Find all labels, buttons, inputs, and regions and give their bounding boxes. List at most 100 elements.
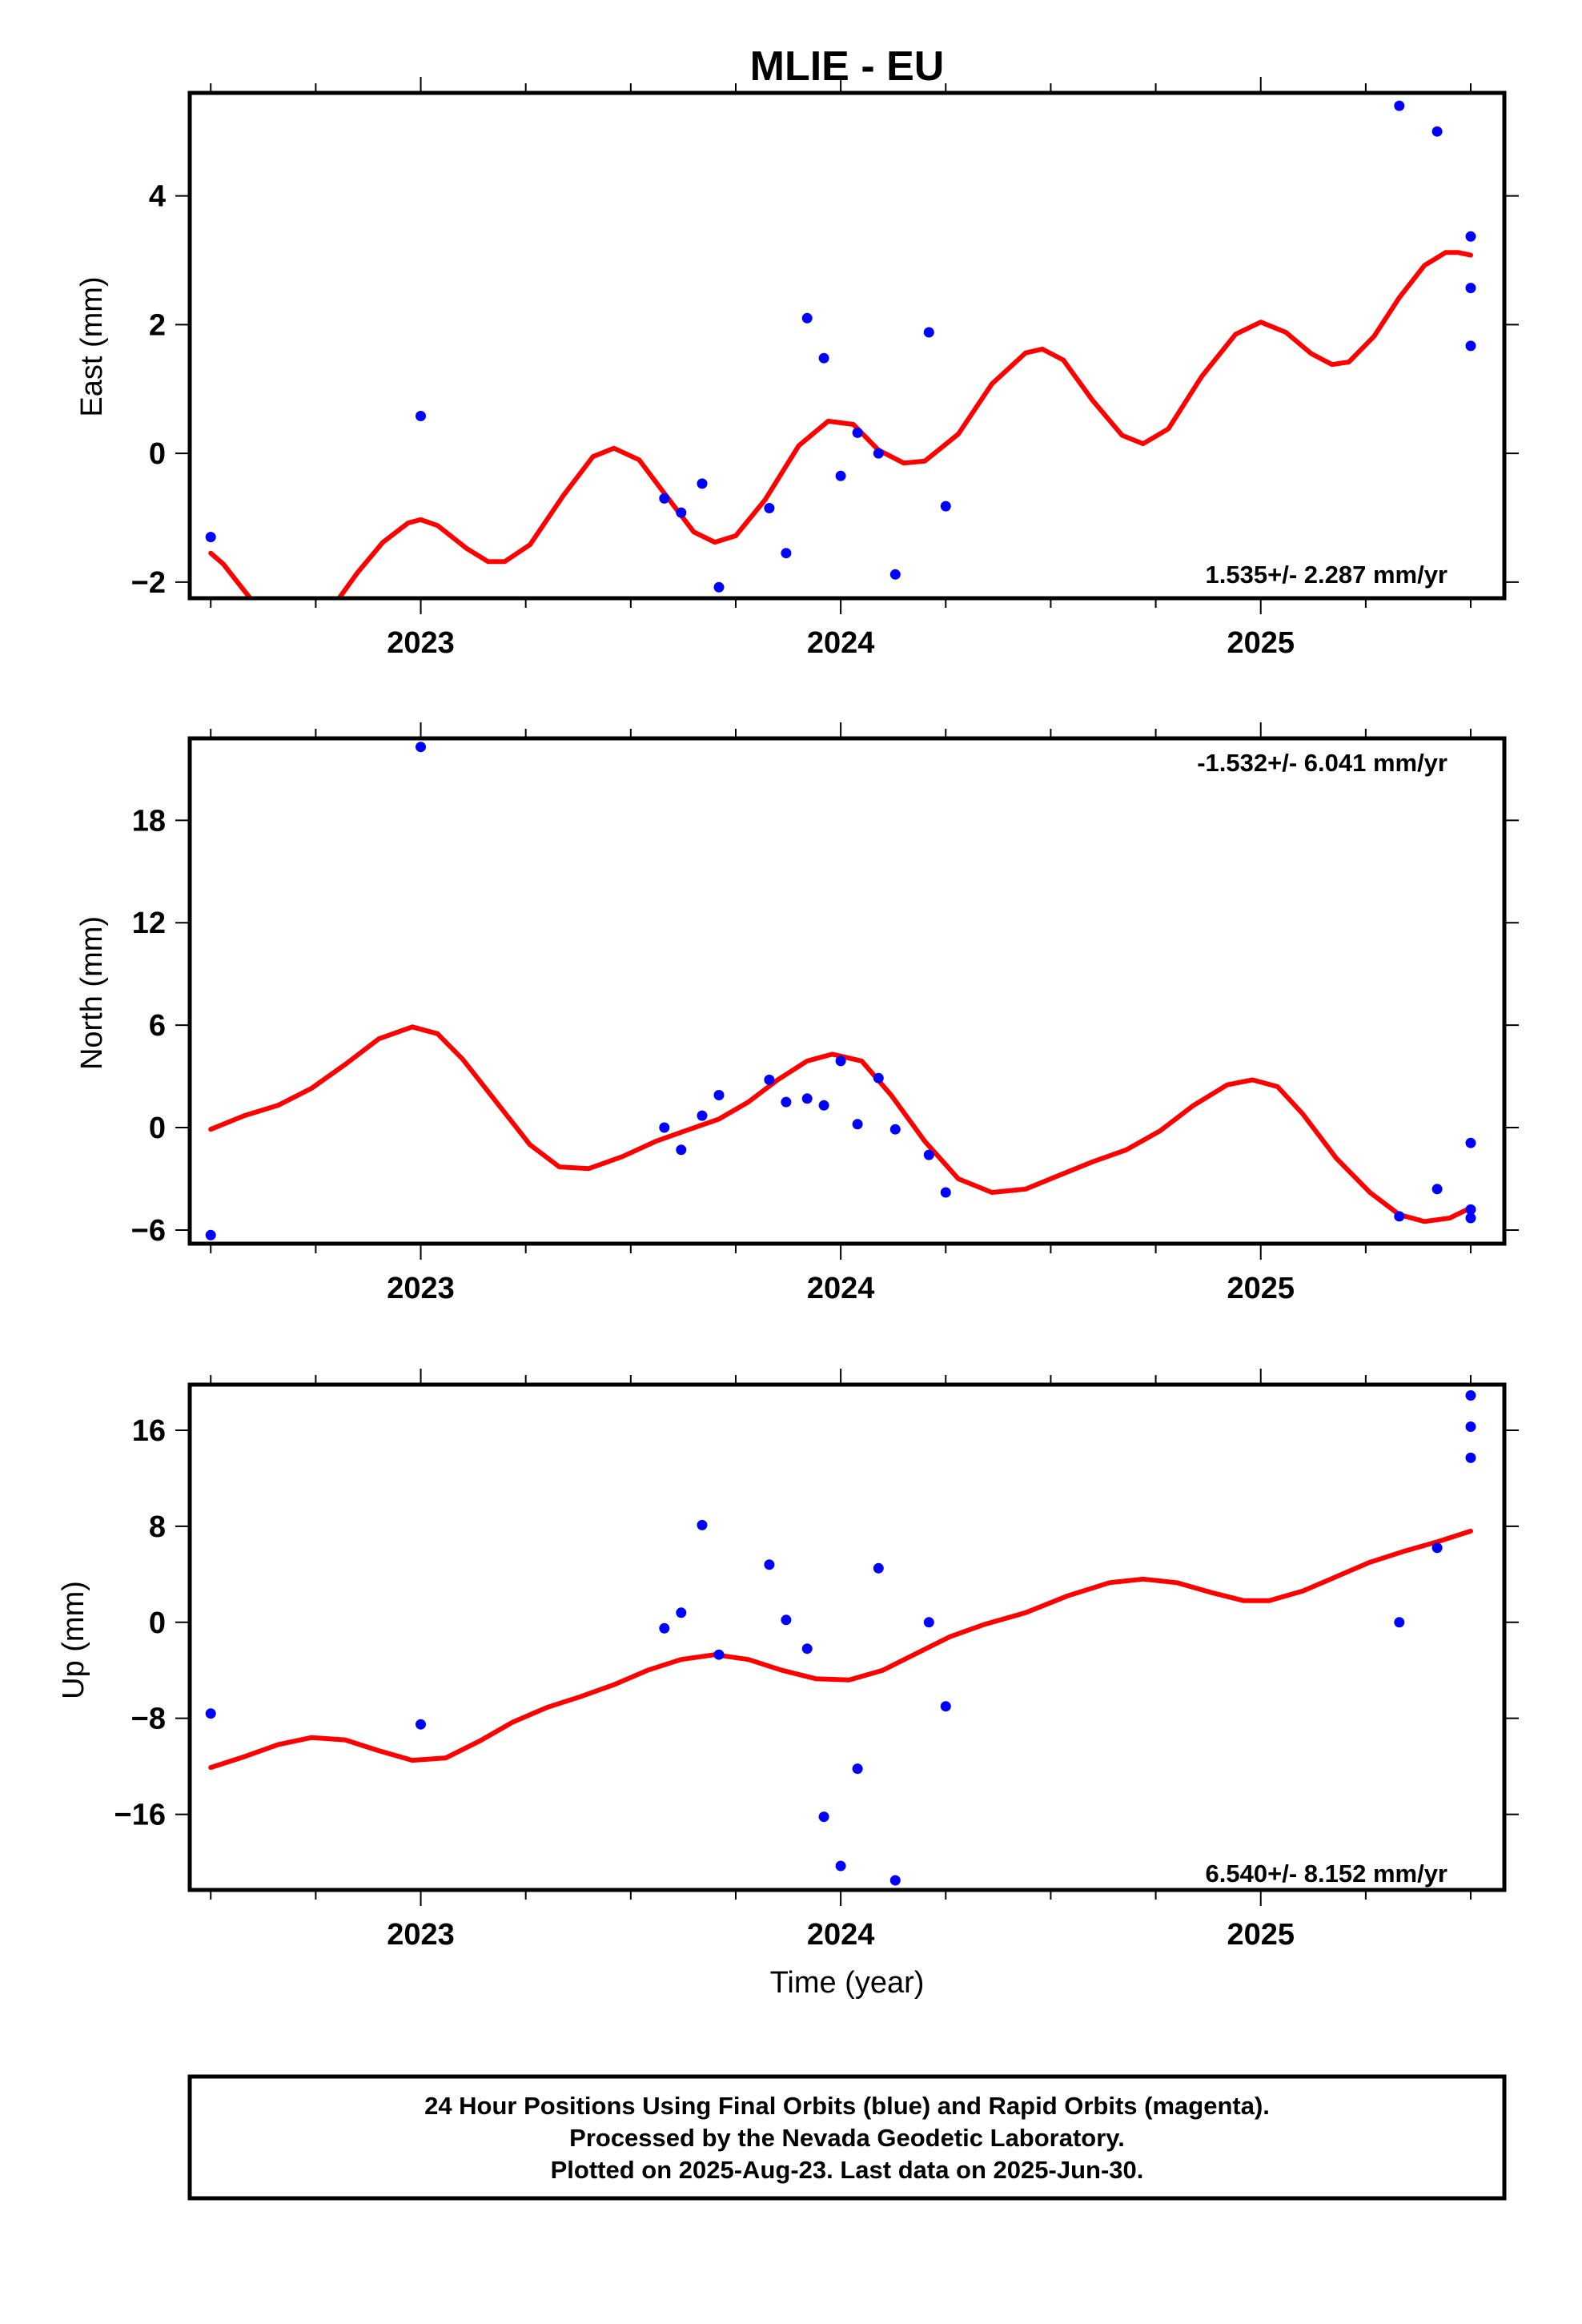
north-rate-label: -1.532+/- 6.041 mm/yr <box>1197 749 1447 777</box>
north-data-point <box>1465 1204 1476 1215</box>
east-panel: East (mm) 1.535+/- 2.287 mm/yr 2023 2024 2… <box>75 77 1519 660</box>
north-data-point <box>801 1093 813 1104</box>
north-data-point <box>659 1122 670 1133</box>
up-data-point <box>416 1719 426 1730</box>
east-data-point <box>781 548 792 559</box>
north-data-point <box>818 1100 829 1111</box>
footer-box: 24 Hour Positions Using Final Orbits (bl… <box>187 2074 1507 2201</box>
up-data-point <box>923 1617 934 1628</box>
up-data-point <box>764 1559 775 1570</box>
east-y-tick-label: 2 <box>149 308 166 342</box>
north-y-tick-label: 12 <box>132 907 166 940</box>
north-data-point <box>889 1124 901 1135</box>
up-plot-frame <box>187 1382 1507 1892</box>
up-data-point <box>818 1811 829 1823</box>
up-data-point <box>835 1860 846 1872</box>
up-data-point <box>852 1763 863 1775</box>
north-y-axis-label: North (mm) <box>75 916 109 1070</box>
north-y-tick-label: 18 <box>132 804 166 838</box>
north-data-point <box>764 1074 775 1085</box>
north-plot-frame <box>187 736 1507 1246</box>
east-y-tick-label: 0 <box>149 437 166 471</box>
up-data-point <box>697 1519 708 1530</box>
east-data-point <box>940 501 951 512</box>
up-data-point <box>676 1607 687 1618</box>
east-data-point <box>713 581 725 593</box>
north-data-point <box>852 1119 863 1130</box>
east-data-point <box>1431 126 1443 137</box>
north-data-point <box>940 1187 951 1198</box>
east-data-point <box>205 532 216 543</box>
north-data-point <box>923 1149 934 1160</box>
up-data-point <box>1465 1390 1476 1401</box>
north-data-point <box>676 1144 687 1156</box>
east-data-point <box>835 470 846 481</box>
north-y-tick-label: −6 <box>131 1214 166 1248</box>
up-data-point <box>1465 1421 1476 1432</box>
up-x-tick-label: 2025 <box>1227 1918 1295 1952</box>
up-y-tick-label: −16 <box>114 1799 166 1832</box>
up-x-tick-label: 2024 <box>807 1918 875 1952</box>
up-y-tick-label: −8 <box>131 1703 166 1736</box>
east-data-point <box>1465 283 1476 294</box>
east-data-point <box>1465 340 1476 352</box>
footer-line-2: Processed by the Nevada Geodetic Laborat… <box>569 2124 1125 2152</box>
up-data-point <box>873 1562 884 1574</box>
up-rate-label: 6.540+/- 8.152 mm/yr <box>1206 1860 1447 1888</box>
east-data-point <box>852 427 863 438</box>
north-data-point <box>1465 1212 1476 1224</box>
east-data-point <box>764 503 775 513</box>
north-data-point <box>205 1229 216 1240</box>
north-data-point <box>1394 1211 1405 1222</box>
north-data-point <box>1431 1184 1443 1195</box>
up-data-point <box>781 1614 792 1626</box>
up-y-axis-label: Up (mm) <box>57 1581 90 1699</box>
east-y-tick-label: 4 <box>149 180 166 214</box>
up-panel: Up (mm) 6.540+/- 8.152 mm/yr 2023 2024 202… <box>57 1369 1519 1952</box>
north-data-point <box>697 1110 708 1121</box>
east-data-point <box>818 352 829 364</box>
north-fit-line <box>208 1024 1473 1224</box>
east-y-tick-label: −2 <box>131 566 166 600</box>
north-panel: North (mm) -1.532+/- 6.041 mm/yr 2023 202… <box>75 722 1519 1305</box>
up-y-tick-label: 0 <box>149 1606 166 1640</box>
east-data-point <box>676 507 687 518</box>
up-data-point <box>801 1643 813 1655</box>
up-data-point <box>1465 1452 1476 1463</box>
east-data-point <box>1465 231 1476 242</box>
north-x-tick-label: 2024 <box>807 1272 875 1305</box>
east-data-point <box>697 478 708 489</box>
east-rate-label: 1.535+/- 2.287 mm/yr <box>1206 561 1447 589</box>
east-data-point <box>659 493 670 504</box>
up-x-tick-label: 2023 <box>387 1918 455 1952</box>
east-data-point <box>873 448 884 459</box>
north-data-point <box>781 1096 792 1108</box>
east-x-tick-label: 2023 <box>387 626 455 660</box>
east-plot-frame <box>187 90 1507 601</box>
east-y-axis-label: East (mm) <box>75 276 109 416</box>
north-x-tick-label: 2025 <box>1227 1272 1295 1305</box>
up-fit-line <box>208 1528 1473 1771</box>
north-data-point <box>1465 1137 1476 1148</box>
north-y-tick-label: 0 <box>149 1112 166 1145</box>
footer-line-3: Plotted on 2025-Aug-23. Last data on 202… <box>551 2156 1144 2184</box>
east-data-point <box>801 312 813 324</box>
north-x-tick-label: 2023 <box>387 1272 455 1305</box>
north-y-tick-label: 6 <box>149 1009 166 1043</box>
east-data-point <box>923 327 934 338</box>
up-y-tick-label: 16 <box>132 1414 166 1448</box>
up-data-point <box>940 1701 951 1712</box>
up-data-point <box>1431 1542 1443 1554</box>
north-data-point <box>873 1072 884 1084</box>
x-axis-label: Time (year) <box>770 1966 925 2000</box>
east-x-tick-label: 2024 <box>807 626 875 660</box>
up-data-point <box>713 1649 725 1660</box>
east-data-point <box>416 411 426 421</box>
east-data-point <box>1394 100 1405 111</box>
north-data-point <box>713 1090 725 1100</box>
up-y-tick-label: 8 <box>149 1510 166 1544</box>
footer-frame <box>187 2074 1507 2201</box>
up-data-point <box>659 1622 670 1634</box>
footer-line-1: 24 Hour Positions Using Final Orbits (bl… <box>424 2092 1270 2120</box>
north-data-point <box>835 1055 846 1067</box>
